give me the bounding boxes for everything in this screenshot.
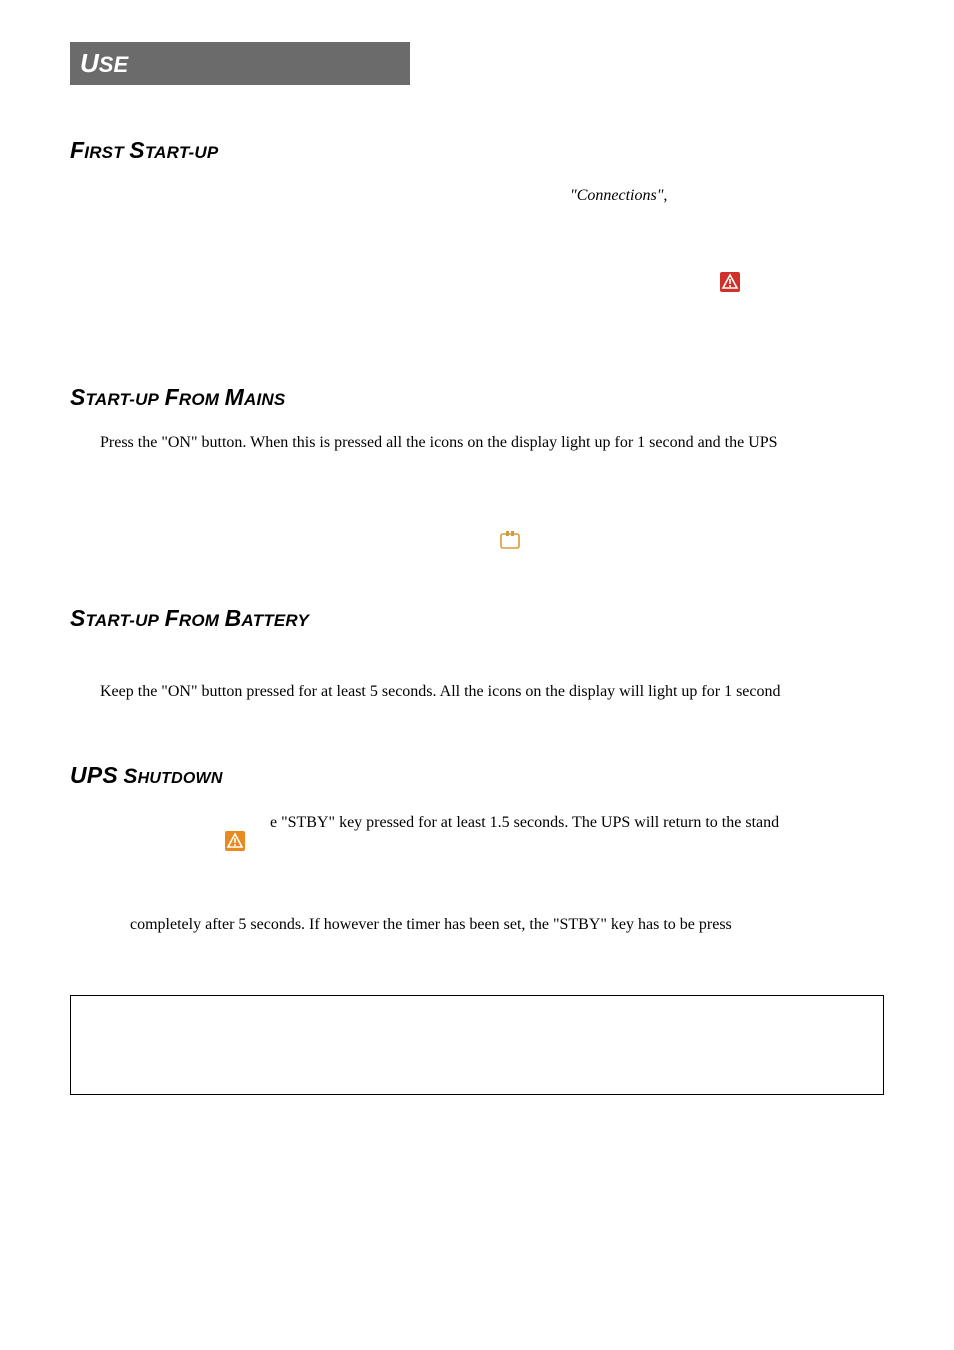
- header-rest: SE: [99, 52, 128, 77]
- sub3-first: S: [70, 605, 86, 631]
- first-startup-body: "Connections",: [100, 184, 884, 208]
- connections-text: "Connections",: [570, 184, 667, 208]
- sub1-first: F: [70, 137, 84, 163]
- shutdown-frag2: completely after 5 seconds. If however t…: [130, 913, 884, 937]
- subsection-shutdown: UPS SHUTDOWN: [70, 762, 884, 789]
- box-icon: [500, 531, 520, 554]
- sub3-rest: TART-UP FROM BATTERY: [86, 610, 310, 631]
- shutdown-frag1: e "STBY" key pressed for at least 1.5 se…: [270, 811, 779, 835]
- shutdown-frag1-text: e "STBY" key pressed for at least 1.5 se…: [270, 814, 779, 831]
- sub2-rest: TART-UP FROM MAINS: [86, 389, 286, 410]
- header-first-letter: U: [80, 48, 99, 78]
- sub1-rest: IRST START-UP: [84, 142, 218, 163]
- warning-icon: [225, 831, 245, 856]
- sub2-first: S: [70, 384, 86, 410]
- sub4-rest: SHUTDOWN: [118, 767, 223, 788]
- warning-icon: [720, 272, 740, 297]
- subsection-start-mains: START-UP FROM MAINS: [70, 384, 884, 411]
- bottom-box: [70, 995, 884, 1095]
- start-battery-body: Keep the "ON" button pressed for at leas…: [100, 680, 884, 704]
- start-mains-body: Press the "ON" button. When this is pres…: [100, 431, 884, 455]
- section-header: USE: [70, 42, 410, 85]
- subsection-start-battery: START-UP FROM BATTERY: [70, 605, 884, 632]
- sub4-first: UPS: [70, 762, 118, 788]
- subsection-first-startup: FIRST START-UP: [70, 137, 884, 164]
